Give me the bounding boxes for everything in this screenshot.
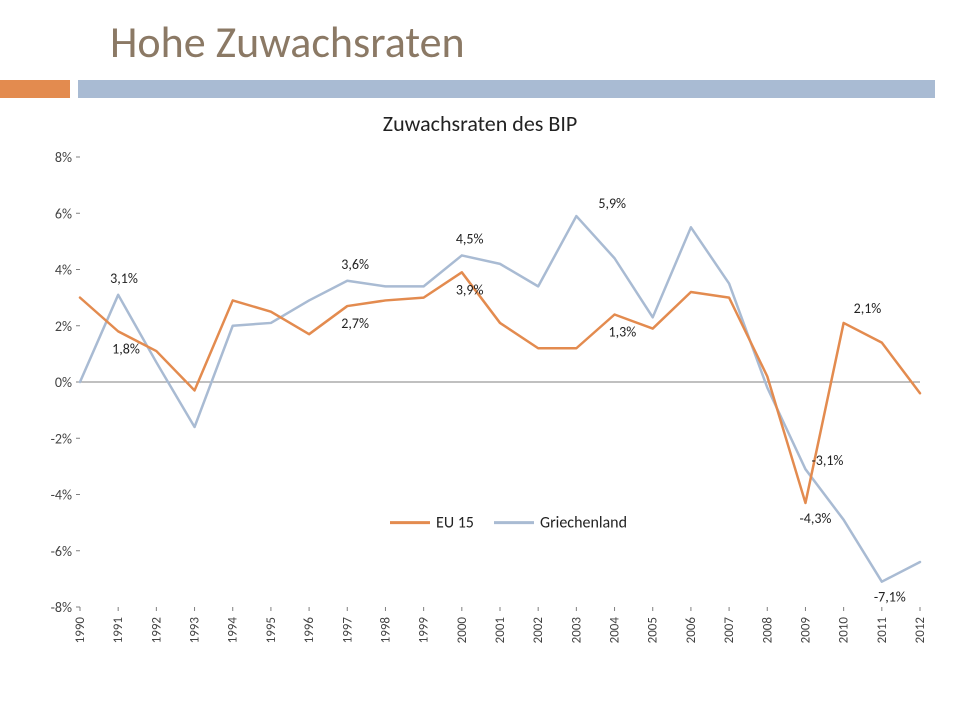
svg-text:1996: 1996: [302, 617, 317, 644]
svg-text:EU 15: EU 15: [436, 514, 474, 533]
svg-text:2008: 2008: [760, 617, 775, 644]
slide: Hohe Zuwachsraten Zuwachsraten des BIP -…: [0, 0, 960, 720]
svg-text:4,5%: 4,5%: [456, 230, 484, 247]
svg-text:-4,3%: -4,3%: [799, 510, 831, 527]
svg-text:1991: 1991: [111, 617, 126, 643]
svg-text:0%: 0%: [55, 374, 72, 391]
svg-text:6%: 6%: [55, 205, 72, 222]
svg-text:2000: 2000: [455, 617, 470, 644]
svg-text:3,9%: 3,9%: [456, 281, 484, 298]
svg-text:2001: 2001: [493, 617, 508, 643]
svg-text:1998: 1998: [378, 617, 393, 644]
svg-text:2,1%: 2,1%: [854, 300, 882, 317]
svg-text:2011: 2011: [875, 617, 890, 643]
svg-text:2,7%: 2,7%: [341, 315, 369, 332]
svg-text:8%: 8%: [55, 149, 72, 166]
svg-text:2012: 2012: [913, 617, 928, 644]
svg-text:-7,1%: -7,1%: [874, 589, 906, 606]
svg-text:1994: 1994: [226, 617, 241, 644]
svg-text:1995: 1995: [264, 617, 279, 643]
svg-text:-2%: -2%: [51, 430, 72, 447]
svg-text:2003: 2003: [569, 617, 584, 644]
svg-text:2004: 2004: [608, 617, 623, 644]
svg-text:-3,1%: -3,1%: [811, 452, 843, 469]
line-chart: -8% -6% -4% -2% 0% 2% 4% 6% 8% 1990 1991 1992 1993 19…: [20, 137, 940, 677]
svg-text:1997: 1997: [340, 617, 355, 644]
svg-text:1990: 1990: [73, 617, 88, 644]
svg-text:2%: 2%: [55, 318, 72, 335]
svg-text:2002: 2002: [531, 617, 546, 644]
svg-text:2005: 2005: [646, 617, 661, 643]
svg-text:2006: 2006: [684, 617, 699, 644]
accent-bar-blue: [78, 80, 935, 98]
svg-text:2009: 2009: [798, 617, 813, 644]
svg-text:-4%: -4%: [51, 487, 72, 504]
page-title: Hohe Zuwachsraten: [110, 15, 465, 69]
svg-text:1,8%: 1,8%: [112, 340, 140, 357]
chart-title: Zuwachsraten des BIP: [20, 110, 940, 137]
svg-text:1,3%: 1,3%: [609, 324, 637, 341]
svg-text:1993: 1993: [188, 617, 203, 644]
svg-text:3,1%: 3,1%: [110, 270, 138, 287]
svg-text:1992: 1992: [149, 617, 164, 644]
svg-text:2007: 2007: [722, 617, 737, 644]
chart-container: Zuwachsraten des BIP -8% -6% -4% -2% 0% 2% 4% 6…: [20, 110, 940, 690]
accent-bar-orange: [0, 80, 70, 98]
svg-text:4%: 4%: [55, 262, 72, 279]
svg-text:2010: 2010: [837, 617, 852, 644]
svg-text:5,9%: 5,9%: [598, 195, 626, 212]
svg-text:-8%: -8%: [51, 599, 72, 616]
svg-text:3,6%: 3,6%: [341, 256, 369, 273]
svg-text:-6%: -6%: [51, 543, 72, 560]
svg-text:Griechenland: Griechenland: [540, 514, 627, 533]
svg-text:1999: 1999: [417, 617, 432, 644]
